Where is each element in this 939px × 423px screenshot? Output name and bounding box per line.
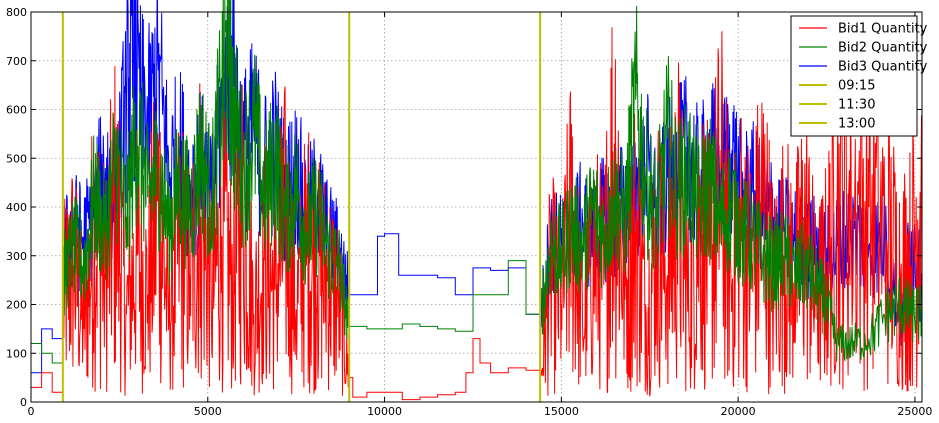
legend-label: 11:30: [838, 98, 875, 113]
axis-ticks: 0 5000 10000 15000 20000 25000 0 100 200 300 400 50…: [6, 6, 932, 418]
x-tick-label: 0: [28, 405, 35, 418]
x-tick-label: 5000: [194, 405, 222, 418]
x-tick-label: 25000: [897, 405, 932, 418]
time-markers: [61, 12, 542, 402]
series-lines: [31, 0, 923, 401]
y-tick-label: 800: [6, 6, 27, 19]
y-tick-label: 400: [6, 201, 27, 214]
y-tick-label: 700: [6, 55, 27, 68]
y-tick-label: 100: [6, 347, 27, 360]
legend-label: Bid1 Quantity: [838, 22, 928, 37]
legend-label: Bid2 Quantity: [838, 41, 928, 56]
y-tick-label: 300: [6, 250, 27, 263]
series-line-2: [31, 0, 923, 364]
legend: Bid1 Quantity Bid2 Quantity Bid3 Quantity 0…: [790, 15, 928, 137]
y-tick-label: 500: [6, 152, 27, 165]
y-tick-label: 600: [6, 104, 27, 117]
y-tick-label: 0: [20, 396, 27, 409]
legend-label: Bid3 Quantity: [838, 60, 928, 75]
x-tick-label: 15000: [544, 405, 579, 418]
x-tick-label: 20000: [721, 405, 756, 418]
y-tick-label: 200: [6, 299, 27, 312]
legend-box: [790, 15, 918, 137]
x-tick-label: 10000: [367, 405, 402, 418]
legend-label: 13:00: [838, 117, 875, 132]
legend-label: 09:15: [838, 79, 875, 94]
